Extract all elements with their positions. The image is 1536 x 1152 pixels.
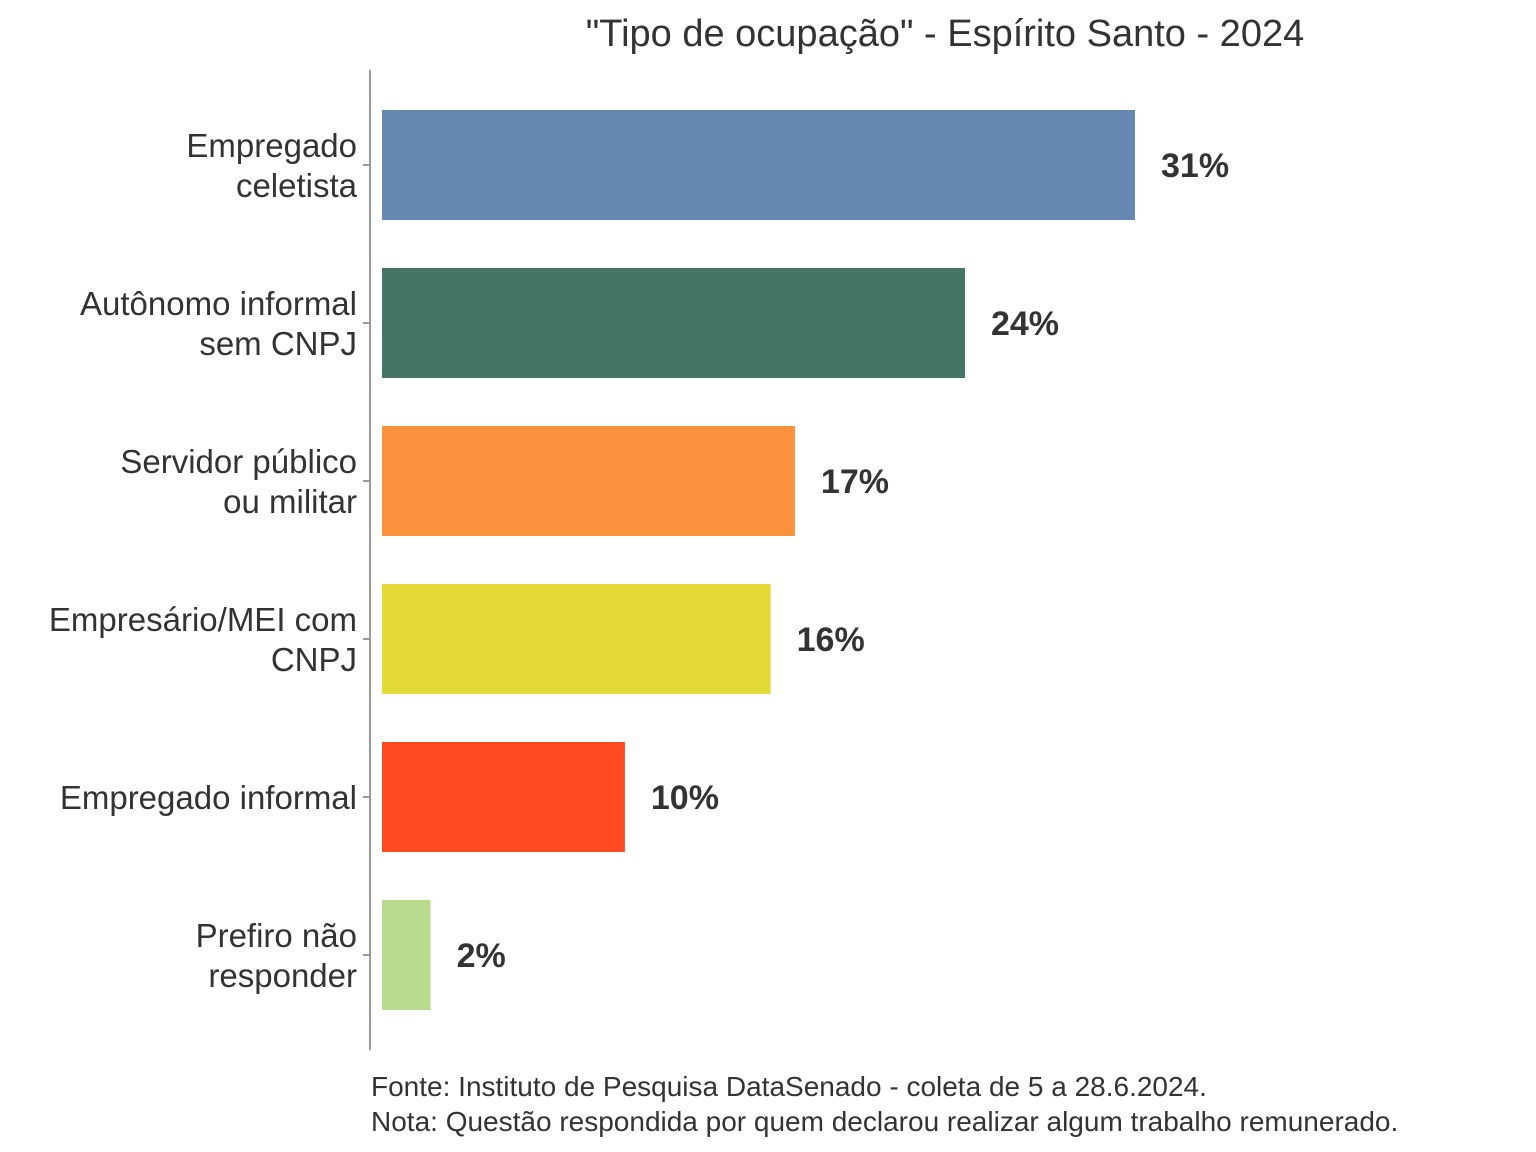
y-tick-label-line: CNPJ xyxy=(271,641,357,678)
data-label: 24% xyxy=(991,305,1059,343)
y-tick-label: Autônomo informal sem CNPJ xyxy=(80,285,357,362)
bar xyxy=(382,900,431,1010)
y-tick-label-line: Empresário/MEI com xyxy=(49,601,357,638)
y-tick-label: Empregado informal xyxy=(60,779,357,816)
y-tick-label-line: Empregado xyxy=(186,127,357,164)
y-tick-label: Servidor público ou militar xyxy=(120,443,357,520)
y-tick-label: Empresário/MEI com CNPJ xyxy=(49,601,357,678)
bar xyxy=(382,426,795,536)
bar xyxy=(382,742,625,852)
y-tick-label-line: Autônomo informal xyxy=(80,285,357,322)
y-tick-label-line: Prefiro não xyxy=(196,917,357,954)
bar-group: Servidor público ou militar 17% xyxy=(120,426,889,536)
bar xyxy=(382,268,965,378)
data-label: 17% xyxy=(821,463,889,501)
data-label: 31% xyxy=(1161,147,1229,185)
y-tick-label: Prefiro não responder xyxy=(196,917,357,994)
y-tick-label-line: Empregado informal xyxy=(60,779,357,816)
y-tick-label-line: responder xyxy=(208,957,357,994)
bar xyxy=(382,584,771,694)
y-tick-label-line: ou militar xyxy=(223,483,357,520)
data-label: 16% xyxy=(797,621,865,659)
bar-group: Autônomo informal sem CNPJ 24% xyxy=(80,268,1059,378)
data-label: 10% xyxy=(651,779,719,817)
bars-layer: Empregado celetista 31% Autônomo informal se… xyxy=(49,110,1229,1010)
footnote-source: Fonte: Instituto de Pesquisa DataSenado … xyxy=(371,1071,1207,1102)
bar-group: Empregado informal 10% xyxy=(60,742,719,852)
y-tick-label-line: celetista xyxy=(236,167,358,204)
data-label: 2% xyxy=(457,937,506,975)
bar-group: Prefiro não responder 2% xyxy=(196,900,506,1010)
bar-group: Empresário/MEI com CNPJ 16% xyxy=(49,584,865,694)
y-tick-label: Empregado celetista xyxy=(186,127,357,204)
bar-group: Empregado celetista 31% xyxy=(186,110,1229,220)
chart-title: "Tipo de ocupação" - Espírito Santo - 20… xyxy=(586,13,1304,55)
bar xyxy=(382,110,1135,220)
y-tick-label-line: sem CNPJ xyxy=(199,325,357,362)
y-tick-label-line: Servidor público xyxy=(120,443,357,480)
footnote-note: Nota: Questão respondida por quem declar… xyxy=(371,1106,1398,1137)
